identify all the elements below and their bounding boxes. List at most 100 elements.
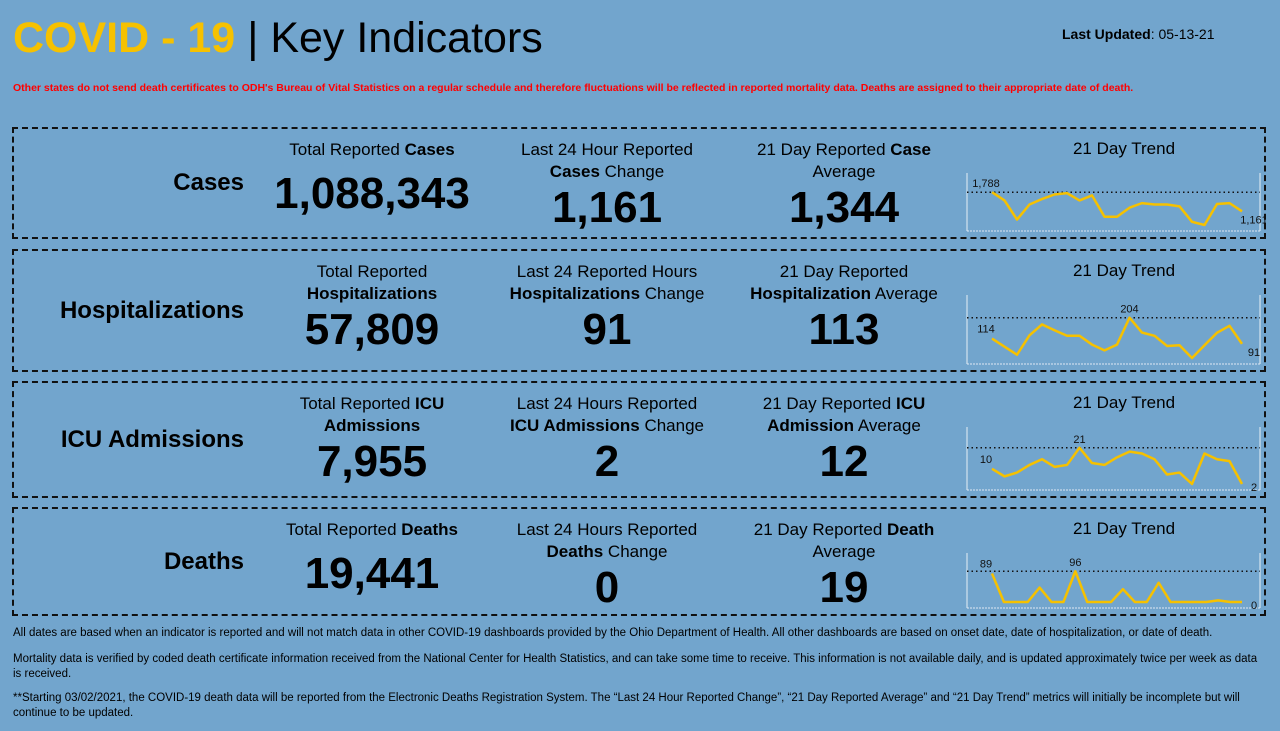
first-label: 10 xyxy=(980,454,992,466)
metric-value: 12 xyxy=(819,437,869,486)
metric-change: Last 24 Reported Hours Hospitalizations C… xyxy=(487,261,727,355)
metric-header-line: Cases Change xyxy=(487,161,727,183)
metric-header-text: 21 Day Reported xyxy=(753,520,887,539)
metric-total: Total Reported ICU Admissions 7,955 xyxy=(252,393,492,487)
metric-header-line: Average xyxy=(724,541,964,563)
metric-header-text: Deaths xyxy=(546,542,604,561)
footer-note-dates: All dates are based when an indicator is… xyxy=(13,627,1213,639)
first-label: 89 xyxy=(980,558,992,570)
metric-header-line: 21 Day Reported Case xyxy=(724,139,964,161)
metric-header-line: Hospitalizations xyxy=(252,283,492,305)
metric-value: 19 xyxy=(819,563,869,612)
trend-title: 21 Day Trend xyxy=(1072,261,1176,280)
metric-header-line: ICU Admissions Change xyxy=(487,415,727,437)
metric-header-text: Change xyxy=(599,162,665,181)
metric-header-text: Change xyxy=(640,284,705,303)
metric-value: 19,441 xyxy=(304,549,440,598)
category-label: Hospitalizations xyxy=(59,296,244,324)
metric-header-text: Death xyxy=(887,520,935,539)
metric-average: 21 Day Reported Death Average 19 xyxy=(724,519,964,613)
trend-line xyxy=(991,446,1244,486)
metric-header-text: Cases xyxy=(549,162,600,181)
trend-line xyxy=(991,191,1243,227)
metric-value: 0 xyxy=(594,563,620,612)
category-label: Deaths xyxy=(163,547,244,575)
max-label: 1,788 xyxy=(972,178,1000,190)
trend-chart: 114 204 91 xyxy=(966,295,1261,365)
metric-header-text: Deaths xyxy=(401,520,458,539)
metric-value: 1,161 xyxy=(551,183,663,232)
metric-header-line: Hospitalization Average xyxy=(724,283,964,305)
metric-header-line: 21 Day Reported Death xyxy=(724,519,964,541)
metric-value: 91 xyxy=(582,305,632,354)
metric-header-line: 21 Day Reported xyxy=(724,261,964,283)
metric-header-text: Cases xyxy=(404,140,455,159)
trend-title: 21 Day Trend xyxy=(1072,139,1176,158)
metric-change: Last 24 Hour Reported Cases Change 1,161 xyxy=(487,139,727,233)
panel-icu-admissions: ICU Admissions Total Reported ICU Admissio… xyxy=(12,381,1266,498)
metric-header-line: Deaths Change xyxy=(487,541,727,563)
metric-header-text: Hospitalizations xyxy=(306,284,438,303)
metric-header-text: Last 24 Hour Reported xyxy=(521,140,693,159)
metric-average: 21 Day Reported Hospitalization Average 11… xyxy=(724,261,964,355)
metric-header-text: Average xyxy=(871,284,938,303)
metric-header-line: Admission Average xyxy=(724,415,964,437)
first-label: 114 xyxy=(977,324,995,336)
metric-average: 21 Day Reported ICU Admission Average 12 xyxy=(724,393,964,487)
last-label: 1,161 xyxy=(1240,214,1266,226)
metric-value: 2 xyxy=(594,437,620,486)
metric-header-text: Average xyxy=(812,542,876,561)
metric-total: Total Reported Cases 1,088,343 xyxy=(252,139,492,219)
metric-value: 113 xyxy=(808,305,880,354)
panel-hospitalizations: Hospitalizations Total Reported Hospitaliz… xyxy=(12,249,1266,372)
trend-title: 21 Day Trend xyxy=(1072,393,1176,412)
metric-header-text: Hospitalizations xyxy=(509,284,641,303)
metric-header-line: Last 24 Hours Reported xyxy=(487,393,727,415)
metric-header-text: Change xyxy=(639,416,704,435)
panel-cases: Cases Total Reported Cases 1,088,343 Last 2… xyxy=(12,127,1266,239)
mortality-notice: Other states do not send death certifica… xyxy=(13,82,1134,94)
metric-header-line: Total Reported ICU xyxy=(252,393,492,415)
trend-chart: 10 21 2 xyxy=(966,427,1261,492)
metric-header-text: ICU Admissions xyxy=(509,416,640,435)
metric-header-line: Admissions xyxy=(252,415,492,437)
metric-header-line: Total Reported Cases xyxy=(252,139,492,161)
trend-line xyxy=(991,316,1244,360)
footer-note-mortality: Mortality data is verified by coded deat… xyxy=(13,653,1258,680)
page-title: COVID - 19 | Key Indicators xyxy=(13,14,543,63)
trend-line xyxy=(990,569,1242,604)
metric-header-text: Hospitalization xyxy=(750,284,872,303)
metric-header-text: Total Reported xyxy=(286,520,402,539)
metric-header-text: ICU xyxy=(415,394,445,413)
metric-change: Last 24 Hours Reported Deaths Change 0 xyxy=(487,519,727,613)
max-label: 96 xyxy=(1069,557,1081,569)
metric-header-line: Last 24 Hours Reported xyxy=(487,519,727,541)
metric-value: 1,088,343 xyxy=(274,169,470,218)
metric-header-text: Admissions xyxy=(323,416,421,435)
metric-header-line: Last 24 Reported Hours xyxy=(487,261,727,283)
category-label: ICU Admissions xyxy=(60,425,244,453)
trend-title: 21 Day Trend xyxy=(1072,519,1176,538)
metric-header-line: Total Reported xyxy=(252,261,492,283)
metric-header-text: Admission xyxy=(767,416,855,435)
metric-header-line: Average xyxy=(724,161,964,183)
title-separator: | xyxy=(247,14,259,62)
metric-header-text: Last 24 Hours Reported xyxy=(516,520,698,539)
metric-header-text: 21 Day Reported xyxy=(762,394,896,413)
metric-header-text: 21 Day Reported xyxy=(779,262,909,281)
metric-value: 1,344 xyxy=(788,183,900,232)
metric-total: Total Reported Deaths 19,441 xyxy=(252,519,492,599)
trend-chart: 89 96 0 xyxy=(966,553,1261,610)
metric-header-text: Total Reported xyxy=(289,140,405,159)
metric-header-text: Last 24 Hours Reported xyxy=(516,394,698,413)
metric-header-text: ICU xyxy=(895,394,926,413)
footer-note-edrs: **Starting 03/02/2021, the COVID-19 deat… xyxy=(13,692,1240,719)
last-label: 0 xyxy=(1251,600,1257,610)
metric-average: 21 Day Reported Case Average 1,344 xyxy=(724,139,964,233)
category-label: Cases xyxy=(173,169,244,196)
metric-header-text: Average xyxy=(812,162,876,181)
metric-header-text: Last 24 Reported Hours xyxy=(516,262,698,281)
metric-total: Total Reported Hospitalizations 57,809 xyxy=(252,261,492,355)
metric-header-text: Total Reported xyxy=(299,394,415,413)
metric-header-text: Case xyxy=(890,140,931,159)
